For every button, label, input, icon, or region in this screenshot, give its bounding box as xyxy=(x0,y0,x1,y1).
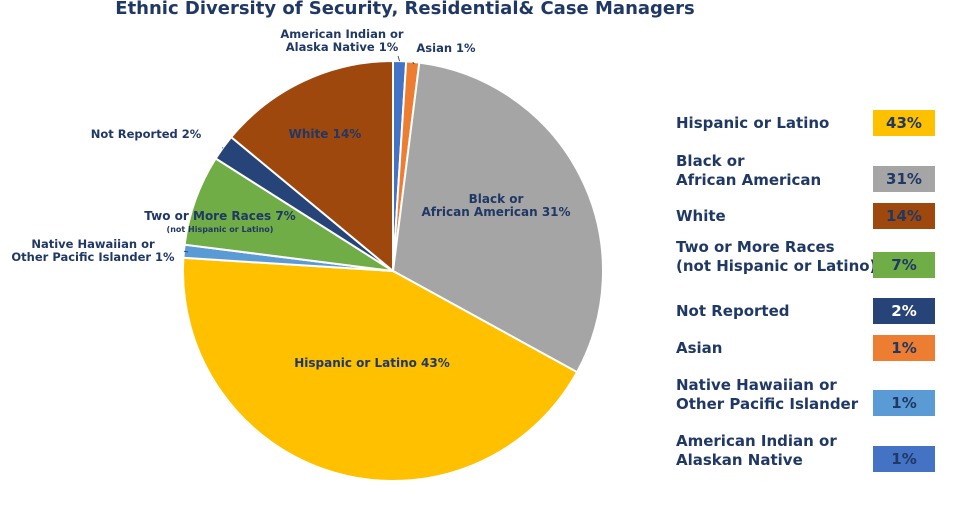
legend-value-swatch: 14% xyxy=(873,203,935,229)
chart-title: Ethnic Diversity of Security, Residentia… xyxy=(115,0,695,19)
slice-labels: American Indian or Alaska Native 1% Asian … xyxy=(11,27,570,370)
legend-label: White xyxy=(676,207,726,226)
leader-line-2 xyxy=(412,61,415,65)
pie-slice-3 xyxy=(391,61,604,374)
legend-label-line: Native Hawaiian or xyxy=(676,376,837,394)
legend-label-line: American Indian or xyxy=(676,432,837,450)
slice-label-6: Two or More Races 7% xyxy=(144,209,295,223)
legend-value-swatch: 43% xyxy=(873,110,935,136)
slice-label-1: American Indian or Alaska Native 1% xyxy=(280,27,404,54)
slice-sublabel-6: (not Hispanic or Latino) xyxy=(167,225,274,234)
legend-label-line: African American xyxy=(676,171,822,189)
legend-label: Two or More Races (not Hispanic or Latino… xyxy=(676,238,876,276)
leader-line-5 xyxy=(183,250,189,253)
legend-label: Hispanic or Latino xyxy=(676,114,829,133)
legend-label: Not Reported xyxy=(676,302,790,321)
legend-label: Asian xyxy=(676,339,722,358)
leader-lines xyxy=(183,55,415,253)
legend-label-line: Not Reported xyxy=(676,302,790,320)
legend-label-line: Other Pacific Islander xyxy=(676,395,859,413)
leader-line-1 xyxy=(397,55,400,62)
legend-label-line: Two or More Races xyxy=(676,238,835,256)
legend-label-line: Asian xyxy=(676,339,723,357)
legend-label-line: Alaskan Native xyxy=(676,451,803,469)
legend-value-swatch: 1% xyxy=(873,390,935,416)
legend-value-swatch: 1% xyxy=(873,335,935,361)
legend-label-line: Hispanic or Latino xyxy=(676,114,830,132)
legend-value-swatch: 31% xyxy=(873,166,935,192)
legend-value-swatch: 2% xyxy=(873,298,935,324)
slice-label-5: Native Hawaiian or Other Pacific Islander… xyxy=(11,237,175,264)
slice-label-7: Not Reported 2% xyxy=(91,127,202,141)
legend-value-swatch: 7% xyxy=(873,252,935,278)
slice-label-3: Black or African American 31% xyxy=(421,192,570,219)
slice-label-8: White 14% xyxy=(289,127,362,141)
pie-slice-4 xyxy=(181,256,579,482)
pie-slices xyxy=(181,59,604,482)
legend-label-line: White xyxy=(676,207,726,225)
pie-slice-8 xyxy=(229,59,394,274)
legend-label: American Indian or Alaskan Native xyxy=(676,432,837,470)
legend: Hispanic or Latino 43% Black or African Ame… xyxy=(676,0,946,507)
slice-label-4: Hispanic or Latino 43% xyxy=(294,356,450,370)
legend-label-line: Black or xyxy=(676,152,745,170)
legend-label-line: (not Hispanic or Latino) xyxy=(676,257,877,275)
legend-label: Black or African American xyxy=(676,152,821,190)
legend-value-swatch: 1% xyxy=(873,446,935,472)
slice-label-2: Asian 1% xyxy=(416,41,476,55)
legend-label: Native Hawaiian or Other Pacific Islander xyxy=(676,376,858,414)
